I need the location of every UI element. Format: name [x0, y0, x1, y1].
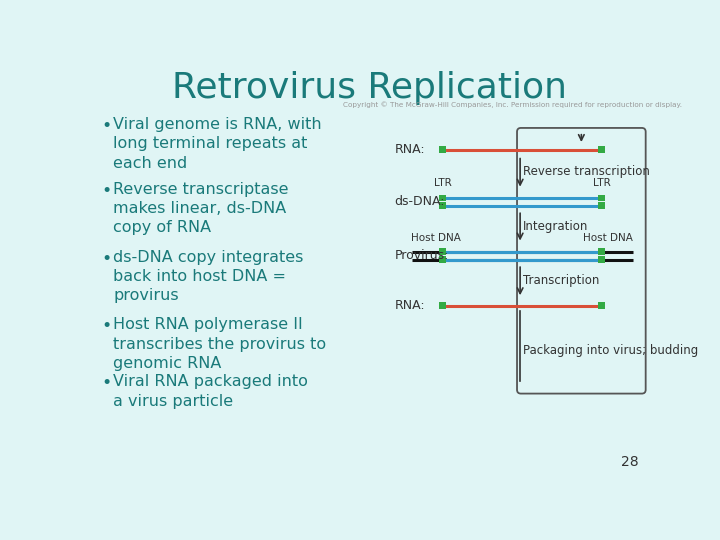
Text: Integration: Integration	[523, 220, 589, 233]
Text: 28: 28	[621, 455, 639, 469]
Text: •: •	[102, 374, 112, 393]
Text: Copyright © The McGraw-Hill Companies, Inc. Permission required for reproduction: Copyright © The McGraw-Hill Companies, I…	[343, 102, 682, 108]
Text: •: •	[102, 318, 112, 335]
Text: Host DNA: Host DNA	[582, 233, 633, 242]
Bar	[598, 194, 605, 201]
Text: Retrovirus Replication: Retrovirus Replication	[171, 71, 567, 105]
Text: Viral genome is RNA, with
long terminal repeats at
each end: Viral genome is RNA, with long terminal …	[113, 117, 322, 171]
Text: LTR: LTR	[593, 178, 611, 188]
Text: Host RNA polymerase II
transcribes the provirus to
genomic RNA: Host RNA polymerase II transcribes the p…	[113, 318, 326, 371]
Bar	[439, 146, 446, 153]
Text: Host DNA: Host DNA	[412, 233, 462, 242]
Bar	[439, 302, 446, 309]
Bar	[439, 194, 446, 201]
Text: •: •	[102, 117, 112, 135]
Text: ds-DNA copy integrates
back into host DNA =
provirus: ds-DNA copy integrates back into host DN…	[113, 249, 304, 303]
Bar	[439, 202, 446, 209]
Text: Reverse transcriptase
makes linear, ds-DNA
copy of RNA: Reverse transcriptase makes linear, ds-D…	[113, 182, 289, 235]
Text: Transcription: Transcription	[523, 274, 600, 287]
Text: ds-DNA:: ds-DNA:	[395, 195, 445, 208]
Text: Provirus:: Provirus:	[395, 249, 449, 262]
Text: •: •	[102, 249, 112, 268]
Bar	[598, 202, 605, 209]
Bar	[439, 248, 446, 255]
Text: RNA:: RNA:	[395, 143, 426, 156]
Text: Reverse transcription: Reverse transcription	[523, 165, 650, 178]
Text: Viral RNA packaged into
a virus particle: Viral RNA packaged into a virus particle	[113, 374, 308, 409]
Bar	[598, 248, 605, 255]
Text: RNA:: RNA:	[395, 299, 426, 312]
Text: •: •	[102, 182, 112, 200]
Bar	[598, 146, 605, 153]
Bar	[598, 256, 605, 263]
Text: LTR: LTR	[433, 178, 451, 188]
Bar	[598, 302, 605, 309]
Bar	[439, 256, 446, 263]
Text: Packaging into virus; budding: Packaging into virus; budding	[523, 344, 698, 357]
